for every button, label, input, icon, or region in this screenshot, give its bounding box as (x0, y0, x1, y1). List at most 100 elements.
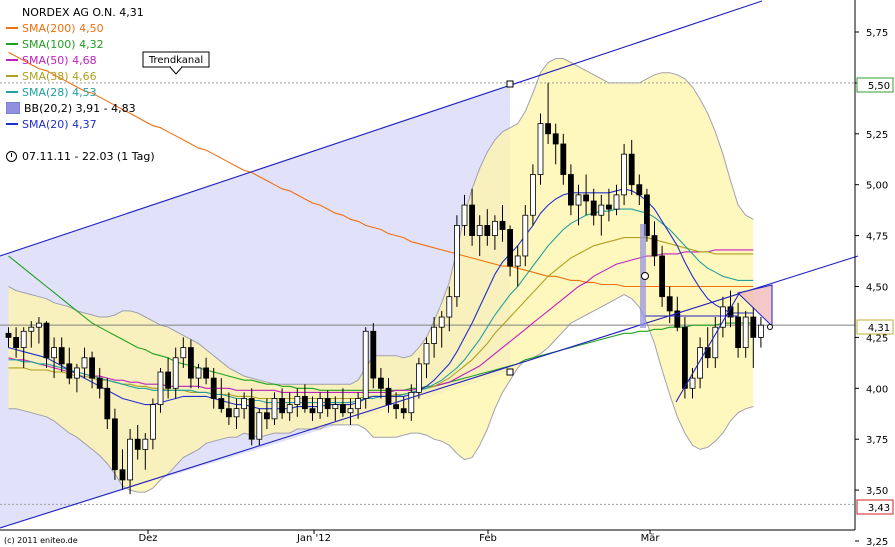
candle-body (545, 123, 551, 135)
y-tick-label: 3,75 (866, 435, 888, 446)
candle-body (408, 391, 415, 414)
candle-body (301, 396, 308, 410)
candle (583, 174, 589, 216)
candle (461, 194, 468, 236)
candle (735, 302, 741, 358)
candle-body (225, 408, 232, 418)
candle (666, 286, 673, 324)
candle-body (590, 200, 597, 216)
y-tick-label: 4,75 (866, 232, 888, 243)
candle (248, 388, 255, 446)
candle-body (263, 412, 270, 420)
candle-body (484, 225, 491, 236)
candle (453, 215, 460, 307)
candle-body (507, 229, 514, 267)
candle-body (134, 438, 141, 450)
candle-body (750, 316, 757, 338)
candle (758, 317, 764, 348)
candle-body (491, 220, 498, 237)
candle-body (256, 412, 263, 440)
candle-body (5, 332, 12, 338)
candle-body (81, 357, 88, 369)
candle-body (598, 204, 605, 216)
candle (408, 384, 415, 421)
candle-body (636, 184, 643, 196)
legend-swatch-sma38 (6, 75, 18, 77)
candle (697, 337, 703, 389)
candle (256, 408, 263, 446)
candle (674, 296, 681, 332)
candle (58, 337, 65, 373)
candle (545, 82, 551, 144)
candle-body (583, 194, 589, 202)
candle (43, 321, 50, 368)
candle-body (112, 418, 118, 471)
period-display: 07.11.11 - 22.03 (1 Tag) (6, 150, 155, 163)
legend-label-sma100: SMA(100) 4,32 (22, 37, 104, 51)
legend-swatch-sma28 (6, 91, 18, 93)
candle-body (476, 225, 483, 236)
candle-body (385, 387, 392, 405)
candle-body (560, 143, 567, 175)
channel-handle-top[interactable] (506, 80, 514, 88)
candle-body (697, 347, 703, 379)
candle (362, 327, 369, 409)
candle (446, 286, 453, 332)
legend-item-sma38: SMA(38) 4,66 (6, 68, 144, 84)
candle-body (446, 296, 453, 318)
candle-body (89, 357, 95, 379)
y-tick-label: 4,25 (866, 333, 888, 344)
candle (195, 363, 202, 389)
candle-body (377, 377, 384, 389)
legend-label-bb: BB(20,2) 3,91 - 4,83 (24, 101, 136, 115)
candle-body (400, 408, 407, 414)
candle (537, 113, 544, 185)
candle-body (393, 404, 400, 410)
candle (347, 398, 354, 425)
drawing-handle[interactable] (641, 272, 649, 280)
candle (659, 245, 665, 307)
candle (89, 351, 95, 389)
candle-body (279, 398, 286, 414)
candle (514, 245, 521, 287)
candle (28, 321, 35, 348)
candle (469, 188, 476, 246)
candle-body (522, 214, 529, 257)
candle (423, 337, 430, 379)
candle-body (575, 194, 582, 206)
candle (530, 164, 536, 226)
candle-body (499, 220, 506, 230)
candle-body (712, 326, 719, 359)
legend-item-sma50: SMA(50) 4,68 (6, 52, 144, 68)
candle (339, 388, 346, 417)
candle (491, 215, 498, 250)
trendkanal-annotation: Trendkanal (142, 51, 210, 75)
candle-body (682, 326, 688, 389)
candle (590, 188, 597, 226)
candle-body (119, 469, 126, 481)
candle (522, 205, 529, 267)
candle-body (537, 123, 544, 175)
candle (332, 396, 339, 421)
candle-body (172, 357, 179, 389)
y-tick-label: 3,50 (866, 486, 888, 497)
channel-handle-bottom[interactable] (506, 368, 514, 376)
candle-body (659, 255, 665, 298)
candle-body (20, 330, 27, 348)
candle (575, 184, 582, 226)
candle (560, 133, 567, 185)
candle (225, 392, 232, 425)
candle (613, 184, 620, 216)
candle (96, 367, 103, 399)
price-tags: 5,50 4,31 3,43 (856, 77, 894, 515)
bollinger-fill (8, 58, 754, 493)
legend-swatch-sma20 (6, 123, 18, 125)
legend-item-sma20: SMA(20) 4,37 (6, 116, 144, 132)
candle-body (469, 204, 476, 236)
candle-body (127, 438, 133, 481)
candle (377, 367, 384, 399)
candle-body (461, 204, 468, 226)
candle (279, 388, 286, 419)
candle-body (28, 326, 35, 332)
candle (74, 363, 80, 393)
